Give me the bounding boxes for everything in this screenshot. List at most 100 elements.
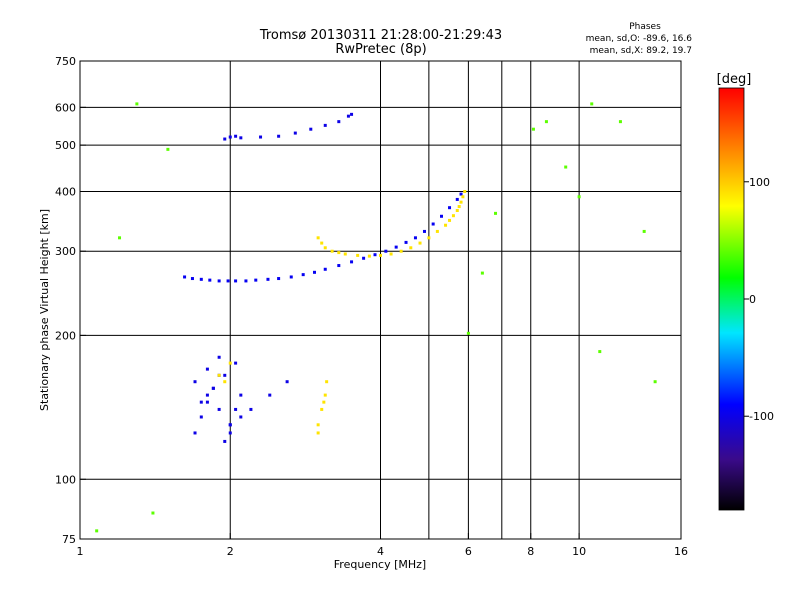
data-point [337,264,341,268]
data-point [618,120,622,124]
data-point [277,277,281,281]
x-tick-label: 2 [227,545,234,558]
data-point [394,245,398,249]
data-point [653,380,657,384]
data-point [577,195,581,199]
y-tick-label: 100 [55,473,76,486]
data-point [190,277,194,281]
data-point [217,279,221,283]
data-point [422,229,426,233]
y-tick-label: 75 [62,533,76,546]
x-tick-label: 16 [674,545,688,558]
data-point [234,407,238,411]
data-point [427,236,431,240]
data-point [384,249,388,253]
data-point [389,252,393,256]
data-point [404,240,408,244]
data-point [277,134,281,138]
data-point [431,222,435,226]
x-tick-label: 4 [377,545,384,558]
colorbar-ticks: 100 0 -100 [744,176,774,423]
data-point [193,431,197,435]
data-point [350,260,354,264]
data-point [350,112,354,116]
data-point [564,165,568,169]
y-tick-label: 400 [55,185,76,198]
x-tick-label: 6 [465,545,472,558]
data-point [293,131,297,135]
chart-subtitle: RwPretec (8p) [335,42,426,57]
data-point [254,278,258,282]
data-point [451,214,455,218]
data-point [285,380,289,384]
data-point [642,229,646,233]
data-point [259,135,263,139]
data-point [494,211,498,215]
data-point [316,423,320,427]
colorbar-tick-label: -100 [749,410,774,423]
data-point [466,331,470,335]
data-point [480,271,484,275]
data-point [205,367,209,371]
data-point [323,267,327,271]
data-point [598,350,602,354]
data-point [234,134,238,138]
data-point [208,278,212,282]
data-point [440,214,444,218]
data-point [211,386,215,390]
data-point [266,277,270,281]
y-tick-label: 750 [55,55,76,68]
stats-header: Phases [629,22,661,32]
data-point [362,256,366,260]
data-point [118,236,122,240]
x-tick-label: 1 [77,545,84,558]
data-point [199,277,203,281]
data-point [379,253,382,257]
data-point [205,393,209,397]
data-point [312,270,316,274]
y-tick-label: 300 [55,245,76,258]
data-point [226,279,230,283]
data-points [95,102,657,533]
data-point [337,120,341,124]
colorbar-label: [deg] [717,72,752,87]
data-point [330,249,334,253]
data-point [459,192,463,196]
chart-title: Tromsø 20130311 21:28:00-21:29:43 [259,28,502,43]
colorbar-tick-label: 0 [749,293,756,306]
data-point [228,361,232,365]
data-point [320,241,324,245]
data-point [193,380,197,384]
data-point [223,373,227,377]
data-point [409,246,413,250]
y-tick-label: 500 [55,139,76,152]
data-point [183,275,187,279]
data-point [448,206,452,210]
data-point [435,229,439,233]
data-point [399,249,403,253]
data-point [531,127,535,131]
data-point [217,355,221,359]
data-point [455,209,459,213]
data-point [166,147,170,151]
data-point [309,127,313,131]
data-point [356,253,360,257]
data-point [301,273,305,277]
data-point [234,361,238,365]
data-point [367,254,371,258]
y-axis-label: Stationary phase Virtual Height [km] [38,209,51,411]
data-point [217,373,221,377]
y-axis: 75 100 200 300 400 500 600 750 [55,55,86,546]
data-point [228,135,232,139]
data-point [239,415,243,419]
stats-line-o: mean, sd,O: -89.6, 16.6 [586,34,693,44]
data-point [320,407,324,411]
data-point [223,439,227,443]
colorbar [718,87,745,511]
data-point [199,400,203,404]
data-point [323,393,327,397]
data-point [316,236,320,240]
data-point [239,393,243,397]
data-point [544,120,548,124]
x-axis: 1 2 4 6 8 10 16 [77,533,688,558]
